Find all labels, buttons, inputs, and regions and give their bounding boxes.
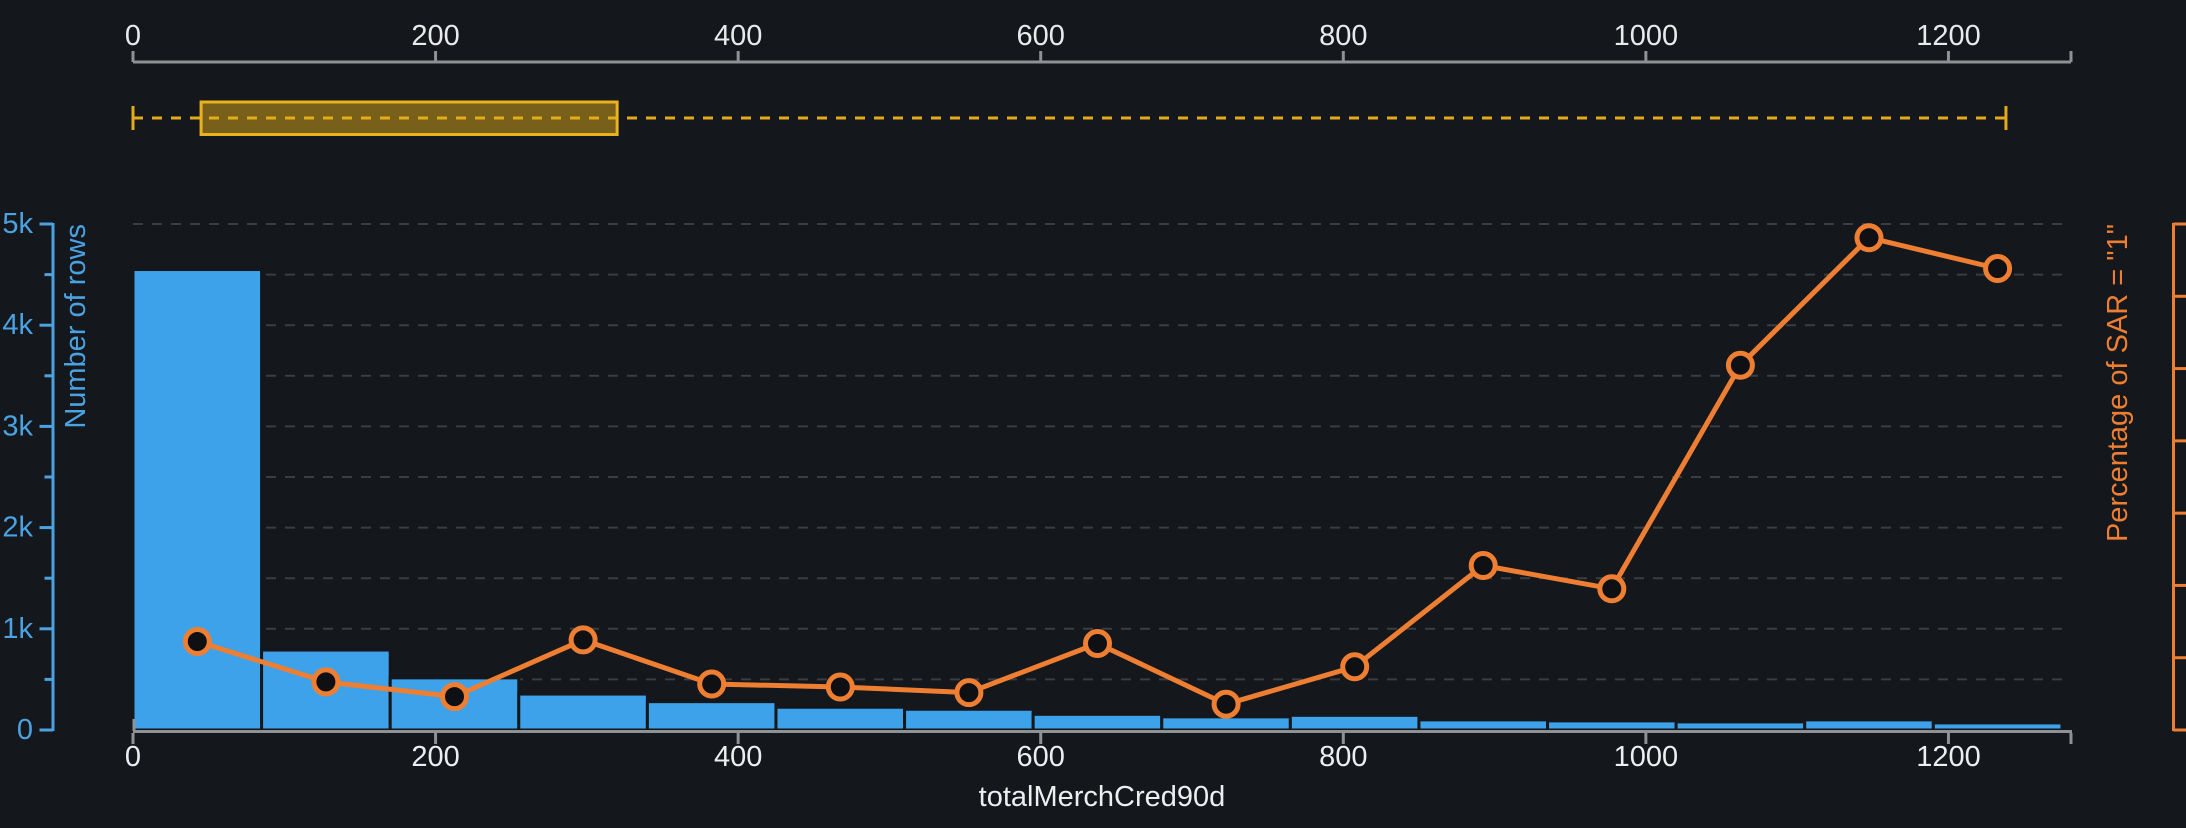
histogram-bar[interactable]: [1160, 715, 1292, 732]
x-tick-label: 400: [714, 741, 762, 773]
x-tick-label: 0: [125, 741, 141, 773]
histogram-bar[interactable]: [1288, 713, 1421, 732]
line-marker[interactable]: [1211, 689, 1241, 719]
histogram-bar[interactable]: [903, 707, 1035, 732]
y-right-axis-title: Percentage of SAR = "1": [2102, 224, 2134, 542]
line-marker[interactable]: [311, 667, 341, 697]
y-axis-right: Percentage of SAR = "1": [2102, 222, 2186, 732]
line-marker[interactable]: [1983, 254, 2013, 283]
x-axis-title: totalMerchCred90d: [979, 781, 1226, 813]
x-tick-label: 200: [411, 741, 459, 773]
histogram-bar[interactable]: [131, 268, 264, 732]
x-tick-label: 1200: [1916, 741, 1981, 773]
top-ruler: 0 200 400 600 800 1000 1200: [125, 20, 2073, 64]
ruler-tick-label: 800: [1319, 20, 1367, 52]
histogram-bar[interactable]: [645, 700, 778, 732]
line-marker[interactable]: [1083, 629, 1112, 658]
x-tick-label: 600: [1017, 741, 1065, 773]
line-marker[interactable]: [1597, 574, 1627, 604]
y-left-tick-label: 2k: [2, 512, 33, 544]
line-marker[interactable]: [440, 682, 469, 712]
ruler-tick-label: 400: [714, 20, 762, 52]
y-left-tick-label: 5k: [2, 208, 33, 240]
histogram-bar[interactable]: [1417, 718, 1550, 732]
line-marker[interactable]: [1468, 551, 1498, 580]
x-axis: 0 200 400 600 800 1000 1200 totalMerchCred90d: [125, 719, 2073, 813]
x-tick-label: 800: [1319, 741, 1367, 773]
y-left-axis-title: Number of rows: [60, 224, 92, 429]
y-axis-left: 0 1k 2k 3k 4k 5k Number of rows: [2, 208, 92, 746]
ruler-tick-label: 1200: [1916, 20, 1981, 52]
histogram-bar[interactable]: [1931, 721, 2064, 732]
histogram-bar[interactable]: [1803, 718, 1935, 732]
y-left-tick-label: 4k: [2, 309, 33, 341]
line-marker[interactable]: [1340, 652, 1370, 682]
line-marker[interactable]: [1854, 223, 1884, 253]
y-left-tick-label: 3k: [2, 410, 33, 442]
line-marker[interactable]: [1725, 350, 1755, 380]
range-brush[interactable]: [131, 100, 2008, 136]
histogram-bar[interactable]: [774, 705, 907, 732]
histogram-bar[interactable]: [517, 692, 649, 732]
ruler-tick-label: 200: [411, 20, 459, 52]
line-marker[interactable]: [697, 669, 727, 699]
y-left-tick-label: 0: [17, 714, 33, 746]
ruler-tick-label: 600: [1017, 20, 1065, 52]
y-left-tick-label: 1k: [2, 613, 33, 645]
ruler-tick-label: 1000: [1614, 20, 1679, 52]
ruler-tick-label: 0: [125, 20, 141, 52]
histogram-bar[interactable]: [1674, 720, 1807, 732]
x-tick-label: 1000: [1614, 741, 1679, 773]
brush-selection-box[interactable]: [199, 100, 619, 136]
histogram-bar[interactable]: [1546, 719, 1678, 732]
sar-percentage-line-series: [182, 223, 2013, 719]
line-marker[interactable]: [954, 678, 984, 708]
histogram-bar[interactable]: [1031, 712, 1164, 732]
line-marker[interactable]: [182, 627, 212, 656]
line-marker[interactable]: [825, 672, 855, 702]
line-marker[interactable]: [568, 625, 598, 655]
